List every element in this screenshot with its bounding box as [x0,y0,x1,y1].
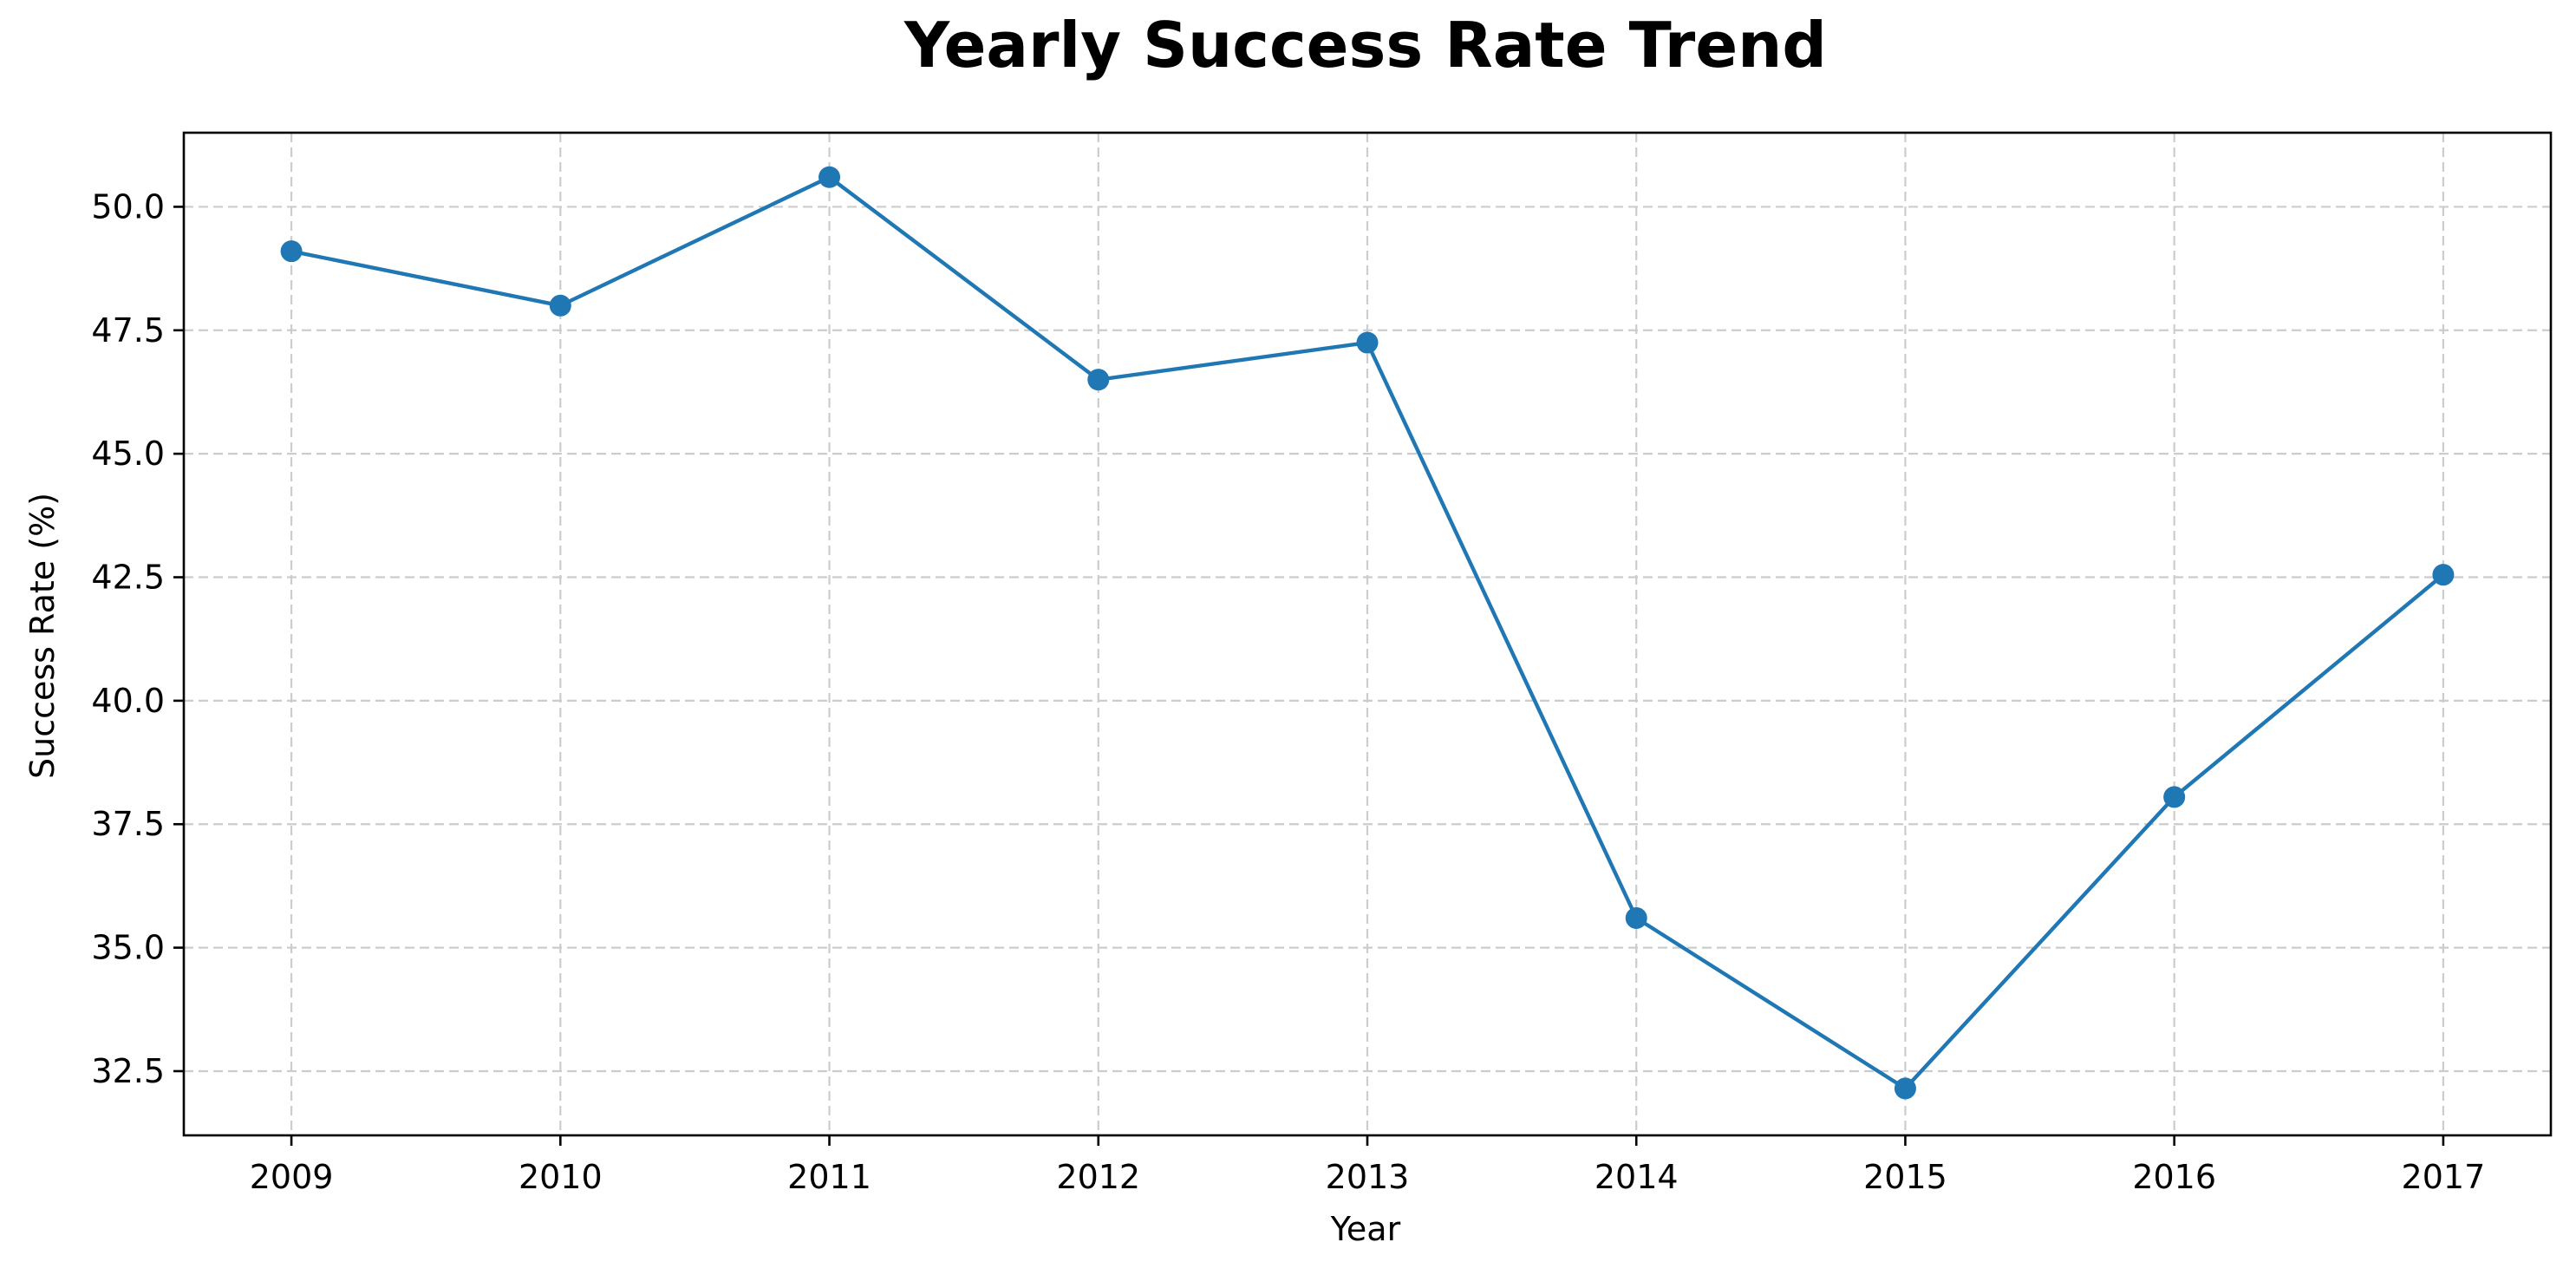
data-point-2012 [1087,369,1110,391]
x-tick-label: 2013 [1326,1158,1410,1196]
data-point-2014 [1625,906,1647,929]
x-axis-label: Year [1330,1210,1401,1248]
y-tick-label: 50.0 [91,187,165,226]
y-tick-label: 40.0 [91,682,165,720]
y-tick-label: 37.5 [91,805,165,843]
series-layer [280,166,2455,1100]
data-point-2009 [280,240,303,263]
x-tick-label: 2011 [787,1158,871,1196]
data-point-2015 [1894,1077,1916,1100]
data-point-2011 [818,166,841,188]
y-axis-label: Success Rate (%) [23,493,62,779]
data-point-2017 [2432,564,2455,586]
x-tick-label: 2015 [1863,1158,1947,1196]
x-tick-label: 2017 [2402,1158,2486,1196]
x-tick-label: 2016 [2132,1158,2216,1196]
x-tick-label: 2012 [1056,1158,1140,1196]
grid-lines [184,133,2551,1135]
y-tick-label: 47.5 [91,311,165,350]
y-tick-label: 45.0 [91,435,165,473]
data-point-2010 [549,294,571,317]
y-tick-label: 35.0 [91,929,165,967]
x-tick-label: 2010 [518,1158,603,1196]
y-tick-label: 32.5 [91,1052,165,1090]
y-tick-label: 42.5 [91,559,165,597]
axis-ticks: 2009 2010 2011 2012 2013 2014 2015 2016 2017 32.5… [91,187,2485,1196]
chart-title: Yearly Success Rate Trend [903,9,1827,82]
data-point-2013 [1356,331,1379,354]
data-point-2016 [2163,786,2186,808]
x-tick-label: 2009 [250,1158,334,1196]
x-tick-label: 2014 [1595,1158,1679,1196]
